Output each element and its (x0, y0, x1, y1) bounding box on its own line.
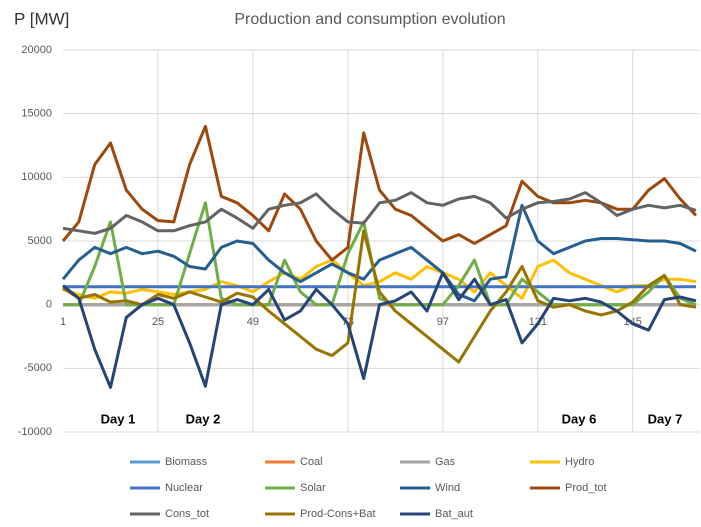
y-tick-label: 0 (46, 299, 52, 311)
series-line (62, 258, 697, 300)
legend-label: Biomass (165, 456, 208, 468)
series-line (63, 201, 697, 307)
legend-label: Prod-Cons+Bat (300, 508, 376, 520)
chart-title: Production and consumption evolution (234, 11, 505, 28)
y-tick-label: 15000 (21, 108, 52, 120)
annotation: Day 6 (562, 411, 597, 426)
series-line (61, 203, 697, 303)
annotation: Day 7 (648, 411, 683, 426)
legend-label: Nuclear (165, 482, 203, 494)
annotation: Day 2 (186, 411, 221, 426)
legend-label: Prod_tot (565, 482, 607, 494)
legend-label: Hydro (565, 456, 594, 468)
series-line (62, 229, 697, 364)
y-tick-label: -10000 (18, 426, 52, 438)
legend-label: Wind (435, 482, 460, 494)
y-tick-label: -5000 (24, 362, 52, 374)
legend-label: Gas (435, 456, 456, 468)
y-axis-label: P [MW] (14, 9, 69, 28)
legend-label: Cons_tot (165, 508, 209, 520)
legend-label: Solar (300, 482, 326, 494)
legend-label: Bat_aut (435, 508, 473, 520)
series-line (62, 191, 697, 235)
series-line (61, 124, 698, 262)
annotation: Day 1 (101, 411, 136, 426)
x-tick-label: 1 (60, 316, 66, 328)
y-tick-label: 5000 (28, 235, 52, 247)
series-line (62, 271, 697, 389)
y-tick-label: 20000 (21, 44, 52, 56)
y-tick-label: 10000 (21, 171, 52, 183)
legend-label: Coal (300, 456, 323, 468)
